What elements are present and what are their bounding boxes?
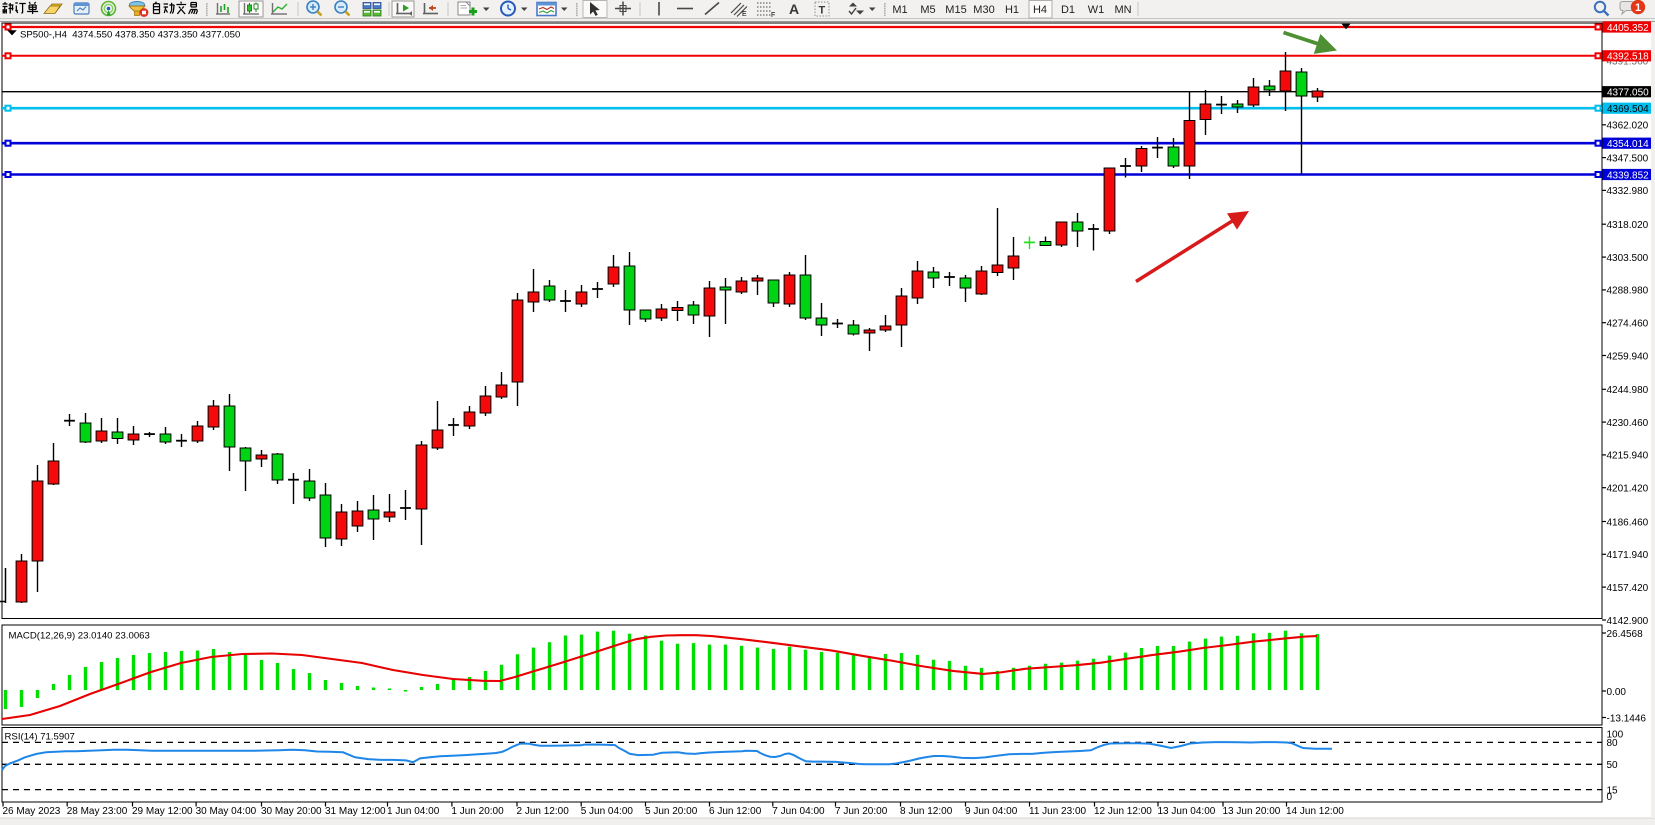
svg-text:H1: H1	[1005, 4, 1019, 16]
svg-text:13 Jun 20:00: 13 Jun 20:00	[1223, 806, 1281, 817]
svg-text:8 Jun 12:00: 8 Jun 12:00	[900, 806, 953, 817]
svg-text:SP500-,H4 4374.550 4378.350 4: SP500-,H4 4374.550 4378.350 4373.350 437…	[20, 30, 240, 41]
svg-text:4369.504: 4369.504	[1607, 104, 1649, 115]
svg-text:D1: D1	[1061, 4, 1075, 16]
svg-text:4157.420: 4157.420	[1607, 583, 1649, 594]
svg-text:50: 50	[1607, 760, 1619, 771]
svg-text:14 Jun 12:00: 14 Jun 12:00	[1286, 806, 1344, 817]
svg-text:4347.500: 4347.500	[1607, 153, 1649, 164]
svg-text:4244.980: 4244.980	[1607, 385, 1649, 396]
svg-text:4186.460: 4186.460	[1607, 517, 1649, 528]
svg-text:28 May 23:00: 28 May 23:00	[67, 806, 128, 817]
svg-text:15: 15	[1607, 785, 1619, 796]
svg-text:H4: H4	[1033, 4, 1047, 16]
svg-text:5 Jun 20:00: 5 Jun 20:00	[645, 806, 698, 817]
svg-text:A: A	[789, 1, 799, 17]
svg-text:4332.980: 4332.980	[1607, 186, 1649, 197]
svg-text:9 Jun 04:00: 9 Jun 04:00	[965, 806, 1018, 817]
svg-text:4362.020: 4362.020	[1607, 121, 1649, 132]
svg-text:4392.518: 4392.518	[1607, 52, 1649, 63]
svg-text:7 Jun 20:00: 7 Jun 20:00	[835, 806, 888, 817]
svg-text:RSI(14) 71.5907: RSI(14) 71.5907	[5, 732, 75, 743]
svg-text:4201.420: 4201.420	[1607, 484, 1649, 495]
svg-text:M1: M1	[892, 4, 907, 16]
svg-text:M15: M15	[945, 4, 966, 16]
svg-text:4142.900: 4142.900	[1607, 616, 1649, 627]
svg-text:E: E	[742, 11, 747, 18]
svg-text:1: 1	[1635, 2, 1641, 14]
svg-text:4274.460: 4274.460	[1607, 319, 1649, 330]
svg-text:13 Jun 04:00: 13 Jun 04:00	[1158, 806, 1216, 817]
svg-text:4303.500: 4303.500	[1607, 253, 1649, 264]
svg-text:100: 100	[1607, 729, 1624, 740]
svg-text:F: F	[771, 12, 775, 19]
svg-text:4215.940: 4215.940	[1607, 451, 1649, 462]
svg-text:30 May 20:00: 30 May 20:00	[261, 806, 322, 817]
svg-text:4259.940: 4259.940	[1607, 351, 1649, 362]
svg-text:MN: MN	[1114, 4, 1131, 16]
svg-text:4377.050: 4377.050	[1607, 88, 1649, 99]
svg-text:T: T	[819, 5, 826, 17]
svg-text:MACD(12,26,9) 23.0140 23.0063: MACD(12,26,9) 23.0140 23.0063	[9, 630, 150, 641]
svg-text:-13.1446: -13.1446	[1607, 713, 1647, 724]
svg-text:1 Jun 04:00: 1 Jun 04:00	[387, 806, 440, 817]
svg-text:M5: M5	[920, 4, 935, 16]
svg-text:4171.940: 4171.940	[1607, 550, 1649, 561]
svg-text:31 May 12:00: 31 May 12:00	[325, 806, 386, 817]
svg-text:30 May 04:00: 30 May 04:00	[196, 806, 257, 817]
svg-text:4391.560: 4391.560	[1607, 57, 1649, 68]
svg-text:12 Jun 12:00: 12 Jun 12:00	[1094, 806, 1152, 817]
svg-text:0.00: 0.00	[1607, 687, 1627, 698]
svg-text:7 Jun 04:00: 7 Jun 04:00	[772, 806, 825, 817]
svg-text:26 May 2023: 26 May 2023	[3, 806, 61, 817]
svg-text:26.4568: 26.4568	[1607, 629, 1644, 640]
svg-text:6 Jun 12:00: 6 Jun 12:00	[709, 806, 762, 817]
svg-text:4339.852: 4339.852	[1607, 170, 1649, 181]
svg-text:4230.460: 4230.460	[1607, 418, 1649, 429]
svg-text:80: 80	[1607, 738, 1619, 749]
svg-text:W1: W1	[1088, 4, 1105, 16]
svg-text:11 Jun 23:00: 11 Jun 23:00	[1029, 806, 1087, 817]
svg-text:2 Jun 12:00: 2 Jun 12:00	[517, 806, 570, 817]
svg-text:4405.352: 4405.352	[1607, 23, 1649, 34]
svg-text:4354.014: 4354.014	[1607, 139, 1649, 150]
svg-text:M30: M30	[973, 4, 994, 16]
svg-text:4318.020: 4318.020	[1607, 220, 1649, 231]
svg-text:0: 0	[1607, 792, 1613, 803]
svg-text:4288.980: 4288.980	[1607, 286, 1649, 297]
svg-text:1 Jun 20:00: 1 Jun 20:00	[451, 806, 504, 817]
svg-text:5 Jun 04:00: 5 Jun 04:00	[581, 806, 634, 817]
svg-text:29 May 12:00: 29 May 12:00	[132, 806, 193, 817]
